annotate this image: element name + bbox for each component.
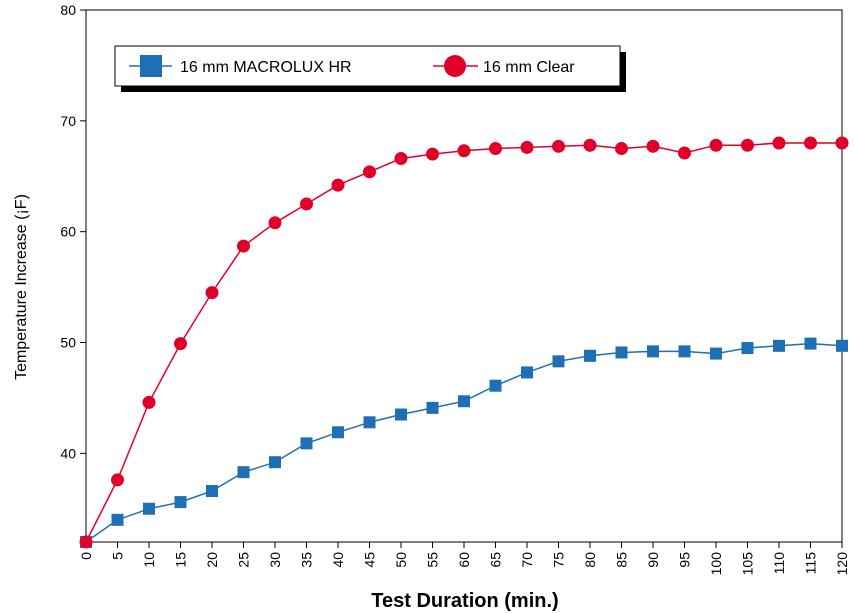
data-point-square xyxy=(710,347,722,360)
data-point-square xyxy=(521,366,533,379)
x-tick-label: 110 xyxy=(771,552,787,575)
x-tick-label: 10 xyxy=(141,552,157,568)
data-point-circle xyxy=(268,216,282,230)
x-tick-label: 115 xyxy=(803,552,819,575)
data-point-square xyxy=(773,339,785,352)
data-point-circle xyxy=(678,146,691,160)
x-tick-label: 65 xyxy=(488,552,504,568)
data-point-square xyxy=(269,456,281,469)
data-point-square xyxy=(143,502,155,515)
x-tick-label: 20 xyxy=(204,552,220,568)
x-tick-label: 30 xyxy=(267,552,283,568)
data-point-circle xyxy=(394,152,408,166)
legend: 16 mm MACROLUX HR 16 mm Clear xyxy=(114,45,626,92)
data-point-square xyxy=(836,339,848,352)
y-tick-label: 60 xyxy=(60,224,76,240)
y-tick-label: 80 xyxy=(60,2,76,18)
legend-label-macrolux: 16 mm MACROLUX HR xyxy=(180,59,352,76)
x-tick-label: 55 xyxy=(425,552,441,568)
data-point-square xyxy=(111,513,124,526)
x-tick-label: 85 xyxy=(614,552,630,568)
data-point-circle xyxy=(552,139,565,153)
data-point-circle xyxy=(520,140,534,154)
data-point-circle xyxy=(237,239,250,253)
x-tick-label: 40 xyxy=(330,552,346,568)
x-tick-label: 15 xyxy=(173,552,189,568)
data-point-square xyxy=(206,485,218,498)
data-point-square xyxy=(552,355,565,368)
data-point-square xyxy=(678,345,691,358)
y-axis: 40 50 60 70 80 xyxy=(60,2,86,461)
data-point-square xyxy=(458,395,470,408)
series-clear xyxy=(79,136,849,549)
data-point-square xyxy=(741,342,754,355)
x-axis-title: Test Duration (min.) xyxy=(371,590,558,612)
x-tick-label: 75 xyxy=(551,552,567,568)
legend-marker-clear xyxy=(444,55,466,77)
data-point-square xyxy=(615,346,628,359)
series-line xyxy=(85,142,842,543)
data-point-circle xyxy=(615,142,628,156)
data-point-square xyxy=(647,345,659,358)
series-macrolux-hr xyxy=(80,337,848,548)
data-point-circle xyxy=(300,197,313,211)
x-tick-label: 90 xyxy=(645,552,661,568)
data-point-circle xyxy=(646,139,660,153)
data-point-circle xyxy=(79,535,93,549)
data-point-square xyxy=(363,416,376,429)
data-point-circle xyxy=(804,136,817,150)
data-point-circle xyxy=(142,395,156,409)
data-point-circle xyxy=(457,144,471,158)
data-point-circle xyxy=(111,473,124,487)
x-axis: 0 5 10 15 20 25 30 35 40 45 50 55 60 65 70 75 80 85 90 95 10… xyxy=(78,542,850,575)
series-layer xyxy=(79,136,849,549)
data-point-square xyxy=(237,466,250,479)
legend-box xyxy=(114,45,621,87)
data-point-square xyxy=(395,408,407,421)
x-tick-label: 35 xyxy=(299,552,315,568)
x-tick-label: 120 xyxy=(834,552,850,576)
y-tick-label: 70 xyxy=(60,113,76,129)
data-point-square xyxy=(300,437,313,450)
x-tick-label: 105 xyxy=(740,552,756,576)
data-point-circle xyxy=(583,138,597,152)
data-point-square xyxy=(584,349,596,362)
data-point-circle xyxy=(205,286,219,300)
data-point-circle xyxy=(174,337,187,351)
y-axis-title: Temperature Increase (¡F) xyxy=(13,194,30,380)
legend-marker-macrolux xyxy=(140,55,162,77)
data-point-square xyxy=(426,401,439,414)
series-line xyxy=(85,342,843,543)
x-tick-label: 0 xyxy=(78,552,94,560)
x-tick-label: 95 xyxy=(677,552,693,568)
data-point-square xyxy=(174,496,187,509)
x-tick-label: 70 xyxy=(519,552,535,568)
x-tick-label: 5 xyxy=(110,552,126,560)
x-tick-label: 50 xyxy=(393,552,409,568)
data-point-circle xyxy=(835,136,849,150)
data-point-square xyxy=(804,337,817,350)
data-point-square xyxy=(332,426,344,439)
y-tick-label: 40 xyxy=(60,445,76,461)
x-tick-label: 25 xyxy=(236,552,252,568)
data-point-circle xyxy=(489,142,502,156)
x-tick-label: 80 xyxy=(582,552,598,568)
y-tick-label: 50 xyxy=(60,335,76,351)
data-point-square xyxy=(489,379,502,392)
data-point-circle xyxy=(772,136,786,150)
x-tick-label: 60 xyxy=(456,552,472,568)
data-point-circle xyxy=(331,178,345,192)
x-tick-label: 100 xyxy=(708,552,724,576)
data-point-circle xyxy=(709,138,723,152)
legend-label-clear: 16 mm Clear xyxy=(483,59,575,76)
data-point-circle xyxy=(363,165,376,179)
x-tick-label: 45 xyxy=(362,552,378,568)
data-point-circle xyxy=(741,138,754,152)
data-point-circle xyxy=(426,147,439,161)
